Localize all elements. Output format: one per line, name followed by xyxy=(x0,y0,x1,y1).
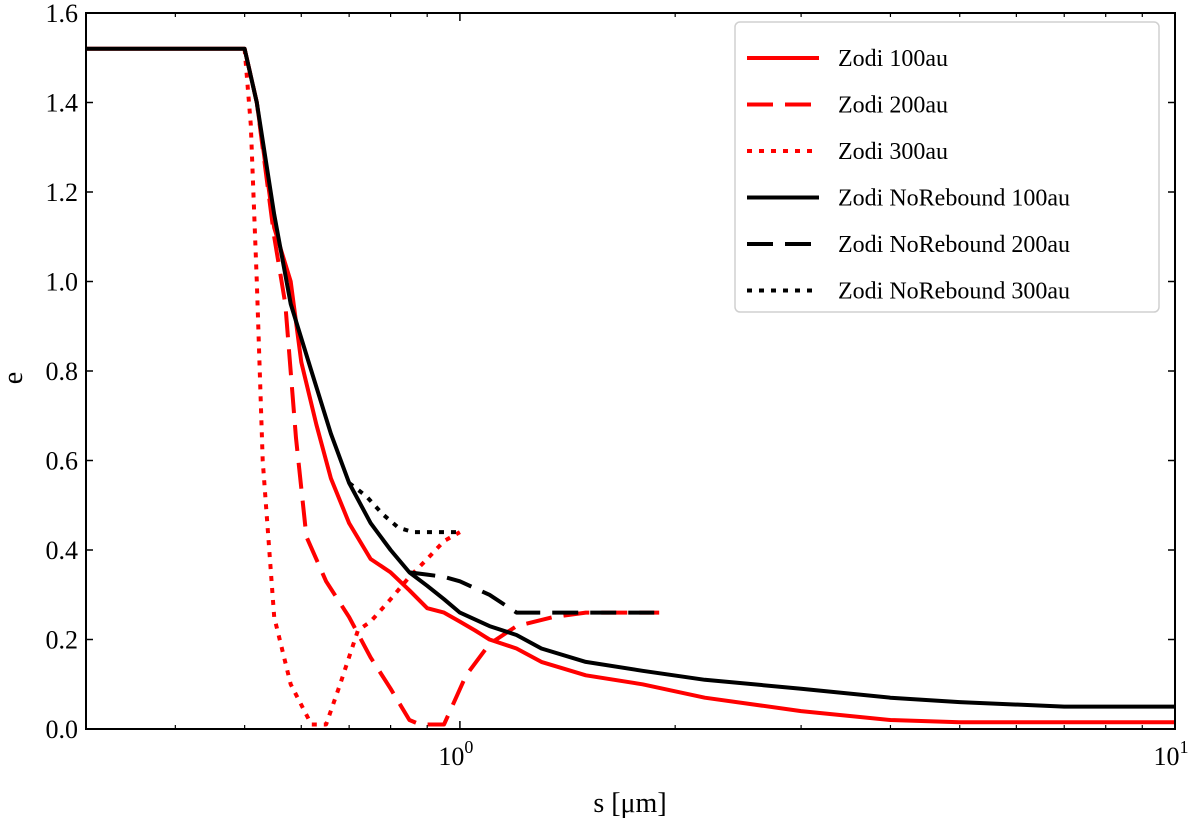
x-tick-label-1: 101 xyxy=(1154,737,1189,771)
series-line-0 xyxy=(86,46,1175,725)
legend-label-3: Zodi NoRebound 100au xyxy=(838,186,1070,212)
legend-label-0: Zodi 100au xyxy=(838,46,948,72)
y-tick-label-1: 0.2 xyxy=(46,626,79,655)
series-line-1 xyxy=(242,48,660,727)
series-line-3 xyxy=(86,46,1175,709)
y-tick-label-4: 0.8 xyxy=(46,357,79,386)
legend-label-2: Zodi 300au xyxy=(838,139,948,165)
x-axis-label: s [μm] xyxy=(593,788,666,819)
y-tick-label-7: 1.4 xyxy=(46,89,79,118)
y-axis-label: e xyxy=(0,372,29,384)
y-tick-label-8: 1.6 xyxy=(46,0,79,28)
legend-box xyxy=(734,21,1160,313)
series-line-5 xyxy=(347,481,460,535)
y-tick-label-5: 1.0 xyxy=(46,268,79,297)
series-line-4 xyxy=(409,570,660,615)
series-layer xyxy=(86,46,1175,727)
legend: Zodi 100au Zodi 200au Zodi 300au Zodi NoReb… xyxy=(734,21,1160,313)
legend-label-1: Zodi 200au xyxy=(838,93,948,119)
x-tick-label-0: 100 xyxy=(438,737,473,771)
y-tick-label-0: 0.0 xyxy=(46,715,79,744)
legend-label-5: Zodi NoRebound 300au xyxy=(838,279,1070,305)
legend-label-4: Zodi NoRebound 200au xyxy=(838,232,1070,258)
y-tick-label-6: 1.2 xyxy=(46,178,79,207)
plot-frame xyxy=(85,12,1176,730)
y-tick-label-2: 0.4 xyxy=(46,536,79,565)
legend-entries: Zodi 100au Zodi 200au Zodi 300au Zodi NoReb… xyxy=(747,46,1070,305)
y-tick-label-3: 0.6 xyxy=(46,447,79,476)
ticks-layer: 0.0 0.2 0.4 0.6 0.8 1.0 1.2 1.4 1.6 100 101 xyxy=(46,0,1189,771)
